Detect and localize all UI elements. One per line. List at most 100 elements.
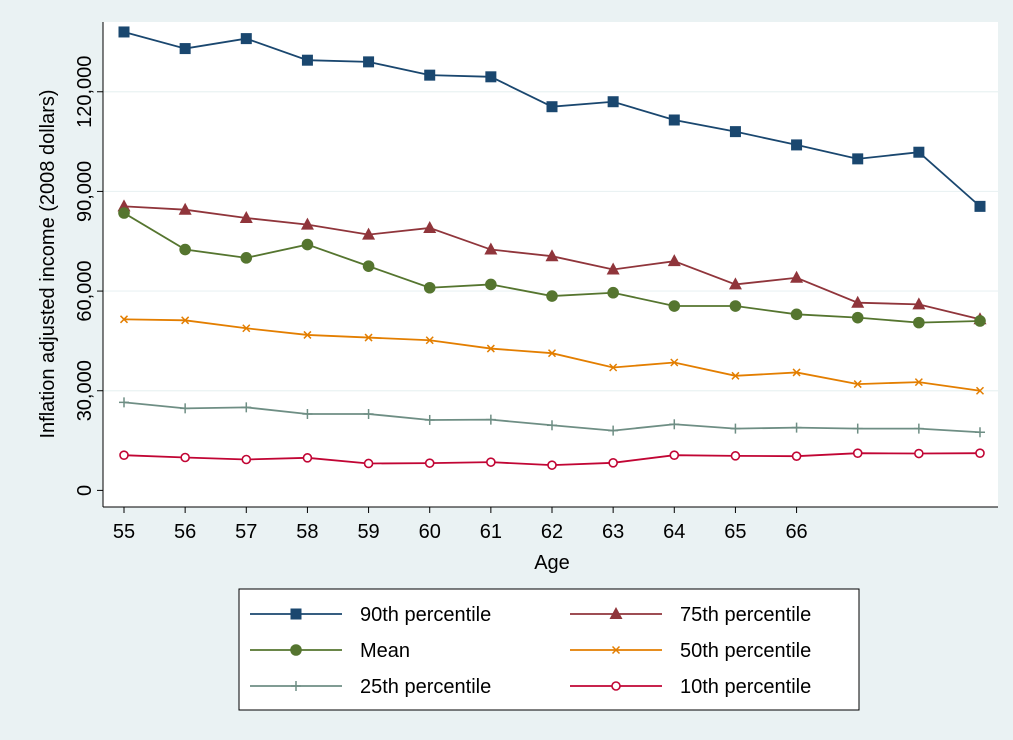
point-90th-percentile: [485, 71, 497, 83]
y-tick-label: 60,000: [74, 260, 96, 321]
legend-label-75th-percentile: 75th percentile: [680, 604, 811, 626]
x-tick-label: 62: [541, 521, 563, 543]
point-mean: [362, 260, 375, 272]
point-50th-percentile: [242, 324, 251, 333]
point-75th-percentile: [300, 217, 314, 230]
point-10th-percentile: [363, 458, 374, 469]
point-25th-percentile: [485, 414, 496, 425]
legend: 90th percentile 75th percentile Mean 50th p…: [238, 588, 860, 711]
series-90th-percentile: [118, 26, 986, 212]
point-75th-percentile: [362, 227, 376, 240]
point-50th-percentile-stroke: [670, 358, 679, 367]
legend-label-mean: Mean: [360, 640, 410, 662]
point-90th-percentile: [424, 69, 436, 81]
point-25th-percentile: [669, 419, 680, 430]
x-tick-label: 60: [419, 521, 441, 543]
legend-marker-mean: [290, 644, 302, 656]
y-tick-label: 0: [74, 485, 96, 496]
point-50th-percentile: [731, 371, 740, 380]
legend-marker-90th-percentile: [290, 608, 302, 620]
x-axis-title: Age: [534, 552, 570, 574]
legend-marker-25th-percentile: [291, 681, 301, 691]
x-tick-label: 55: [113, 521, 135, 543]
point-10th-percentile: [791, 451, 802, 461]
point-90th-percentile: [913, 146, 925, 158]
point-10th-percentile: [119, 450, 129, 460]
legend-label-10th-percentile: 10th percentile: [680, 676, 811, 698]
point-50th-percentile-stroke: [181, 316, 190, 325]
point-50th-percentile: [425, 336, 434, 345]
legend-box: [238, 588, 860, 711]
point-75th-percentile: [423, 220, 437, 233]
point-90th-percentile: [301, 54, 313, 66]
point-mean: [607, 286, 619, 299]
x-tick-label: 63: [602, 521, 624, 543]
point-10th-percentile: [241, 454, 252, 465]
point-mean: [790, 308, 803, 321]
point-50th-percentile: [853, 380, 862, 389]
legend-item-90th-percentile: 90th percentile: [250, 604, 491, 626]
point-90th-percentile: [974, 200, 986, 212]
point-50th-percentile: [486, 344, 495, 353]
point-25th-percentile: [730, 423, 741, 434]
point-50th-percentile-stroke: [486, 344, 495, 353]
axes: 0 30,000 60,000 90,000 120,000 55 56 57 58 59 60 61…: [74, 22, 998, 543]
point-mean: [729, 300, 742, 312]
point-10th-percentile: [547, 460, 557, 470]
point-25th-percentile: [852, 423, 863, 434]
point-mean: [668, 300, 681, 312]
point-25th-percentile: [975, 427, 985, 438]
legend-label-90th-percentile: 90th percentile: [360, 604, 491, 626]
point-90th-percentile: [668, 114, 680, 126]
legend-item-mean: Mean: [250, 640, 410, 662]
point-mean: [240, 252, 253, 264]
point-10th-percentile: [424, 458, 435, 468]
point-25th-percentile: [241, 402, 252, 413]
point-75th-percentile: [728, 277, 742, 290]
y-tick-label: 90,000: [74, 161, 96, 222]
legend-item-50th-percentile: 50th percentile: [570, 640, 811, 662]
point-50th-percentile: [792, 368, 801, 377]
series-10th-percentile: [119, 448, 985, 470]
point-50th-percentile: [181, 316, 190, 325]
point-25th-percentile: [302, 408, 313, 419]
point-25th-percentile: [180, 403, 191, 414]
x-tick-label: 57: [235, 521, 257, 543]
y-tick-label: 30,000: [74, 360, 96, 421]
point-50th-percentile: [914, 378, 923, 387]
point-mean: [913, 316, 925, 329]
legend-item-25th-percentile: 25th percentile: [250, 676, 491, 698]
point-10th-percentile: [486, 457, 496, 467]
x-tick-label: 59: [357, 521, 379, 543]
point-75th-percentile: [545, 249, 559, 262]
point-mean: [974, 315, 986, 327]
x-tick-label: 65: [724, 521, 746, 543]
point-10th-percentile: [608, 458, 618, 468]
legend-item-10th-percentile: 10th percentile: [570, 676, 811, 698]
point-50th-percentile: [670, 358, 679, 367]
series-mean: [118, 207, 986, 329]
point-90th-percentile: [791, 139, 803, 151]
x-tick-label: 58: [296, 521, 318, 543]
point-50th-percentile: [119, 315, 129, 324]
legend-label-50th-percentile: 50th percentile: [680, 640, 811, 662]
point-25th-percentile: [913, 423, 924, 434]
point-50th-percentile-stroke: [364, 333, 373, 342]
point-50th-percentile-stroke: [975, 386, 985, 395]
legend-marker-10th-percentile: [611, 681, 621, 691]
point-mean: [546, 290, 558, 302]
point-mean: [118, 207, 130, 219]
point-50th-percentile-stroke: [792, 368, 801, 377]
y-tick-label: 120,000: [74, 56, 96, 128]
point-75th-percentile: [790, 270, 804, 283]
series-50th-percentile: [119, 315, 985, 395]
point-10th-percentile: [669, 450, 680, 460]
point-50th-percentile: [303, 330, 312, 339]
point-90th-percentile: [729, 126, 741, 138]
point-10th-percentile: [852, 448, 863, 458]
x-tick-label: 61: [480, 521, 502, 543]
point-mean: [301, 238, 314, 251]
point-mean: [851, 311, 864, 324]
point-25th-percentile: [363, 408, 374, 419]
